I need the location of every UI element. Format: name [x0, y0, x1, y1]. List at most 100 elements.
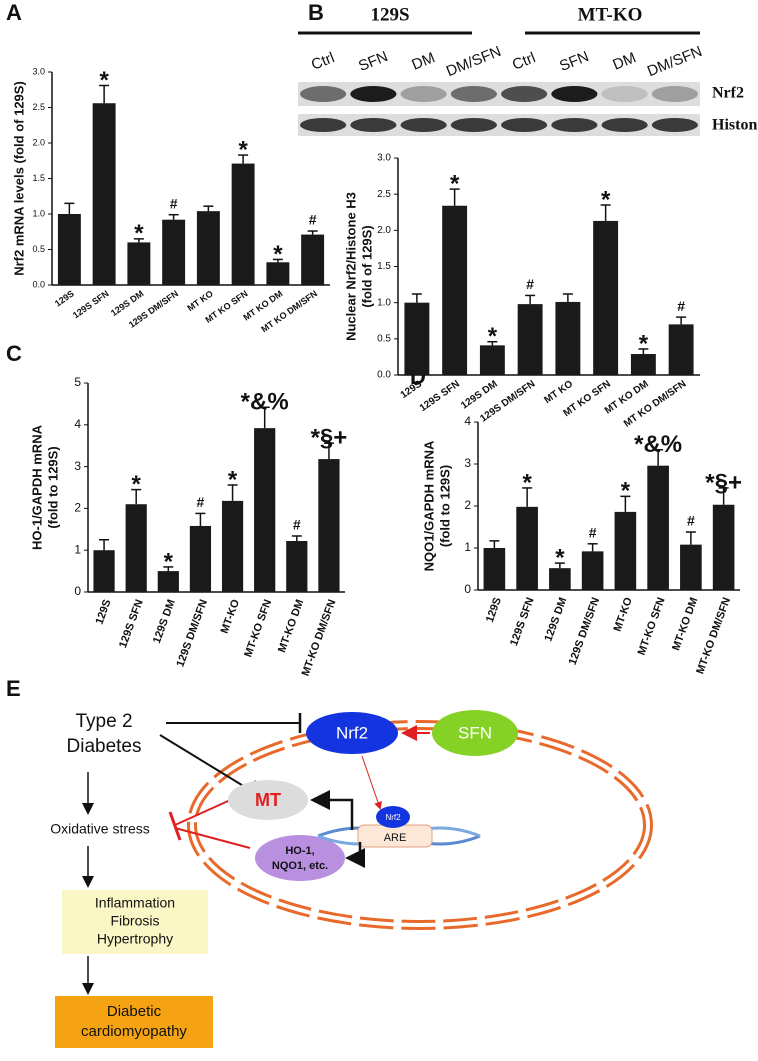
y-tick-label: 0.0 [32, 279, 45, 289]
y-tick-label: 0.0 [377, 370, 391, 381]
y-axis-label: (fold of 129S) [359, 225, 374, 307]
bar [483, 548, 506, 590]
bar [286, 541, 308, 592]
lane-label: DM/SFN [444, 43, 504, 80]
inhibit-line [174, 827, 251, 849]
bar [157, 571, 179, 592]
band [601, 86, 648, 102]
y-tick-label: 1 [464, 540, 471, 554]
bar [668, 324, 694, 375]
significance-mark: *§+ [311, 425, 348, 452]
y-tick-label: 1.0 [377, 297, 391, 308]
significance-mark: * [522, 469, 532, 496]
band [551, 86, 598, 102]
significance-mark: # [309, 212, 317, 228]
y-tick-label: 0.5 [377, 333, 391, 344]
bar [581, 551, 604, 590]
band [300, 118, 347, 132]
y-tick-label: 0 [74, 584, 81, 598]
x-tick-label: MT-KO [612, 596, 636, 634]
y-tick-label: 2 [74, 501, 81, 515]
bar [593, 220, 619, 375]
row-label: Histone H3 [712, 117, 758, 134]
band [651, 86, 698, 102]
outcome-box [62, 890, 208, 954]
bar [404, 302, 430, 375]
significance-mark: # [170, 195, 178, 211]
bar [630, 354, 656, 375]
x-tick-label: MT-KO DM/SFN [300, 598, 339, 678]
arrow [310, 790, 354, 830]
bar [231, 163, 255, 285]
significance-mark: * [132, 471, 142, 498]
significance-mark: * [450, 170, 460, 197]
blot-strip [298, 114, 700, 136]
significance-mark: * [99, 67, 109, 94]
y-tick-label: 1.0 [32, 208, 45, 218]
bar [549, 568, 571, 590]
diabetes: Type 2 [75, 711, 132, 732]
cardiomyopathy: cardiomyopathy [81, 1023, 187, 1040]
bar [92, 103, 116, 286]
bar [57, 214, 81, 285]
x-tick-label: MT-KO SFN [242, 598, 274, 659]
band [601, 118, 648, 132]
bar [712, 504, 735, 590]
x-tick-label: 129S [94, 598, 114, 626]
significance-mark: * [488, 323, 498, 350]
x-tick-label: MT-KO DM/SFN [694, 596, 733, 676]
y-axis-label: (fold to 129S) [437, 465, 452, 547]
x-tick-label: MT-KO DM [670, 596, 700, 652]
x-tick-label: 129S SFN [71, 288, 111, 320]
band [400, 118, 447, 132]
y-axis-label: (fold to 129S) [45, 446, 60, 528]
y-tick-label: 1 [74, 542, 81, 556]
panel-label: A [6, 0, 22, 25]
bar [93, 550, 115, 592]
bar [680, 544, 702, 590]
y-tick-label: 1.5 [377, 261, 391, 272]
sfn-node [432, 710, 518, 756]
inhibit-bar [168, 811, 182, 841]
significance-mark: * [134, 220, 144, 247]
x-tick-label: MT-KO SFN [636, 596, 668, 657]
western-blot: 129S MT-KO Nrf2 Histone H3 Ctrl SFN DM DM/S… [298, 4, 758, 136]
panel-label: E [6, 676, 21, 701]
cardiomyopathy: Diabetic [107, 1003, 162, 1020]
x-tick-label: 129S [53, 288, 76, 308]
significance-mark: # [526, 276, 534, 292]
x-tick-label: MT KO [185, 288, 214, 313]
lane-label: Ctrl [510, 49, 538, 74]
significance-mark: * [601, 186, 611, 213]
bar [127, 242, 151, 285]
lane-label: SFN [557, 48, 591, 75]
lane-label: DM/SFN [645, 43, 705, 80]
x-tick-label: MT-KO [219, 598, 243, 636]
nrf2-small-node [376, 806, 410, 828]
oxidative-stress: Oxidative stress [50, 821, 150, 837]
y-axis-label: HO-1/GAPDH mRNA [29, 424, 44, 550]
significance-mark: * [238, 136, 248, 163]
bar [555, 301, 581, 375]
bar [162, 219, 186, 285]
significance-mark: # [589, 525, 597, 541]
nucleus-inner [190, 723, 650, 927]
target: HO-1, [285, 845, 314, 857]
y-axis-label: Nrf2 mRNA levels (fold of 129S) [11, 81, 26, 276]
bar [266, 262, 290, 285]
significance-mark: * [621, 478, 631, 505]
band [501, 86, 548, 102]
group-label: MT-KO [578, 4, 643, 25]
y-tick-label: 1.5 [32, 173, 45, 183]
significance-mark: # [677, 298, 685, 314]
x-tick-label: 129S DM [151, 598, 178, 645]
group-label: 129S [370, 4, 409, 25]
lane-label: DM [610, 49, 638, 74]
outcome: Hypertrophy [97, 931, 173, 947]
significance-mark: * [164, 548, 174, 575]
x-tick-label: MT-KO DM [276, 598, 306, 654]
y-tick-label: 2.0 [377, 225, 391, 236]
bar [517, 304, 543, 375]
band [300, 86, 347, 102]
pathway-diagram: Type 2 Diabetes Oxidative stress Inflamm… [50, 710, 653, 1048]
